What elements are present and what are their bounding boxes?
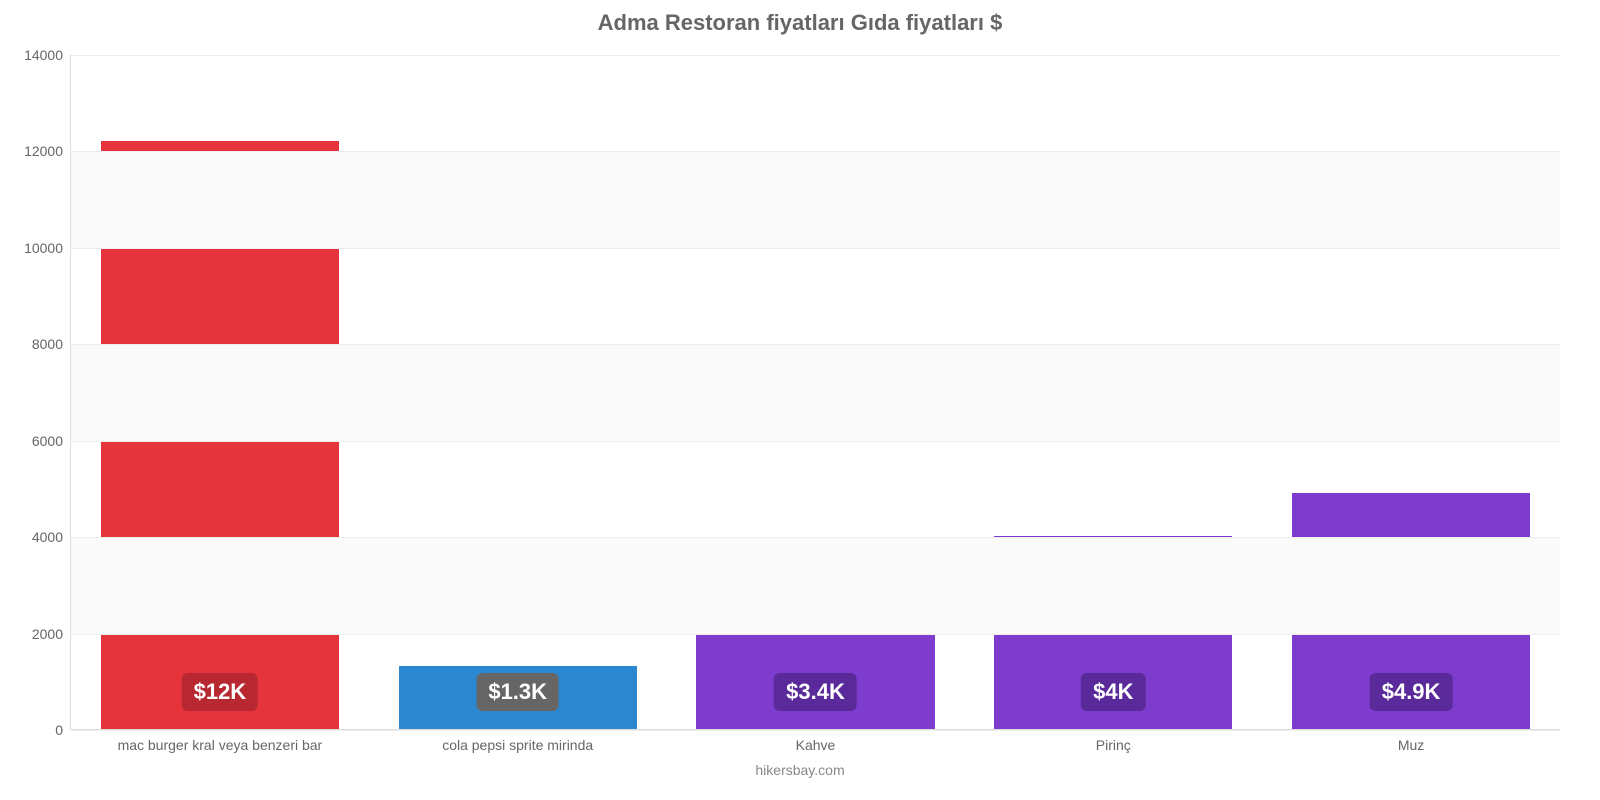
chart-footer: hikersbay.com	[0, 762, 1600, 778]
y-tick-label: 0	[55, 722, 71, 738]
chart-container: Adma Restoran fiyatları Gıda fiyatları $…	[0, 0, 1600, 800]
y-tick-label: 2000	[32, 626, 71, 642]
x-tick-label: Muz	[1398, 729, 1424, 753]
x-tick-label: mac burger kral veya benzeri bar	[118, 729, 323, 753]
bar-value-label: $3.4K	[774, 673, 857, 711]
y-tick-label: 4000	[32, 529, 71, 545]
gridline	[71, 537, 1560, 538]
bar-cola-pepsi: $1.3K	[399, 666, 637, 729]
gridline	[71, 441, 1560, 442]
grid-band	[71, 537, 1560, 633]
gridline	[71, 151, 1560, 152]
y-tick-label: 14000	[24, 47, 71, 63]
bar-value-label: $4.9K	[1370, 673, 1453, 711]
x-tick-label: Kahve	[796, 729, 836, 753]
y-tick-label: 8000	[32, 336, 71, 352]
gridline	[71, 344, 1560, 345]
gridline	[71, 730, 1560, 731]
chart-title: Adma Restoran fiyatları Gıda fiyatları $	[0, 10, 1600, 36]
grid-band	[71, 344, 1560, 440]
gridline	[71, 634, 1560, 635]
plot-area: $12Kmac burger kral veya benzeri bar$1.3…	[70, 55, 1560, 730]
gridline	[71, 55, 1560, 56]
gridline	[71, 248, 1560, 249]
x-tick-label: Pirinç	[1096, 729, 1131, 753]
grid-band	[71, 151, 1560, 247]
y-tick-label: 6000	[32, 433, 71, 449]
y-tick-label: 12000	[24, 143, 71, 159]
bar-value-label: $1.3K	[476, 673, 559, 711]
x-tick-label: cola pepsi sprite mirinda	[442, 729, 593, 753]
y-tick-label: 10000	[24, 240, 71, 256]
bar-value-label: $4K	[1081, 673, 1145, 711]
bar-value-label: $12K	[182, 673, 259, 711]
